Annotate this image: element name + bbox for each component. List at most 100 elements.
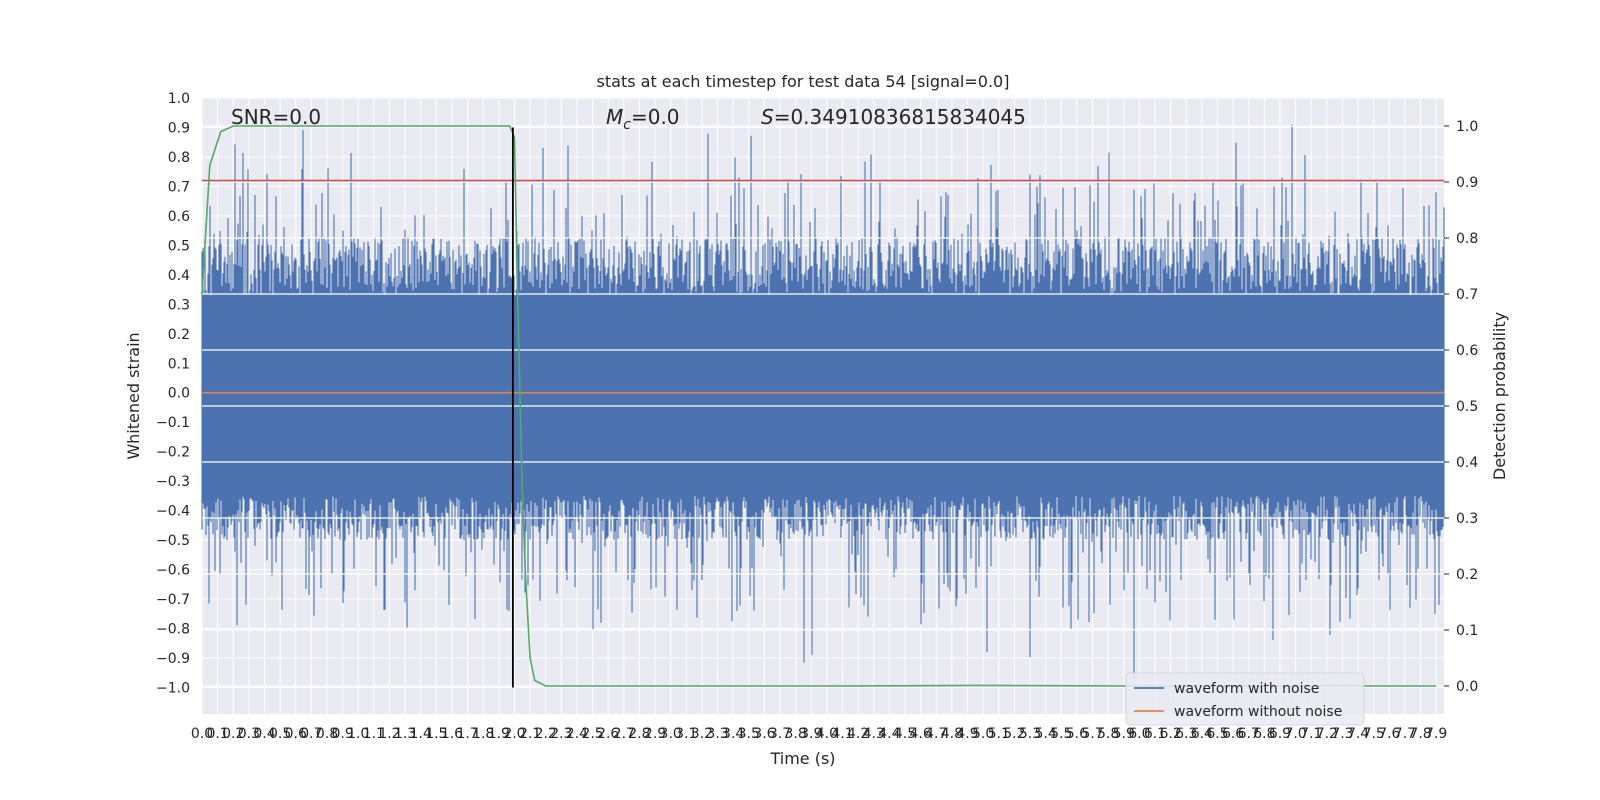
y-tick-label-left: −0.5 xyxy=(156,533,190,549)
x-tick-label: 4.9 xyxy=(956,726,978,742)
x-tick-label: 2.9 xyxy=(644,726,666,742)
x-tick-label: 0.7 xyxy=(300,726,322,742)
x-tick-label: 0.8 xyxy=(316,726,338,742)
x-tick-label: 6.0 xyxy=(1128,726,1150,742)
x-tick-label: 4.3 xyxy=(863,726,885,742)
y-axis-label-left: Whitened strain xyxy=(124,332,143,459)
y-tick-label-left: 0.6 xyxy=(168,209,190,225)
x-tick-label: 5.8 xyxy=(1097,726,1119,742)
y-tick-label-right: 0.3 xyxy=(1456,511,1478,527)
x-tick-label: 4.0 xyxy=(816,726,838,742)
y-tick-label-right: 1.0 xyxy=(1456,119,1478,135)
x-tick-label: 7.2 xyxy=(1316,726,1338,742)
x-tick-label: 2.1 xyxy=(519,726,541,742)
x-tick-label: 6.5 xyxy=(1206,726,1228,742)
x-tick-label: 1.7 xyxy=(456,726,478,742)
x-tick-label: 4.7 xyxy=(925,726,947,742)
y-tick-label-left: −0.9 xyxy=(156,651,190,667)
x-tick-label: 6.3 xyxy=(1175,726,1197,742)
y-axis-label-right: Detection probability xyxy=(1490,312,1509,480)
x-tick-label: 1.3 xyxy=(394,726,416,742)
y-tick-label-left: 0.0 xyxy=(168,386,190,402)
x-tick-label: 7.6 xyxy=(1378,726,1400,742)
y-tick-label-right: 0.0 xyxy=(1456,679,1478,695)
x-tick-label: 5.0 xyxy=(972,726,994,742)
x-tick-label: 1.8 xyxy=(472,726,494,742)
x-tick-label: 1.9 xyxy=(488,726,510,742)
y-tick-label-left: 0.2 xyxy=(168,327,190,343)
x-tick-label: 6.2 xyxy=(1159,726,1181,742)
x-tick-label: 4.2 xyxy=(847,726,869,742)
legend-label: waveform with noise xyxy=(1174,681,1319,697)
x-tick-label: 5.5 xyxy=(1050,726,1072,742)
y-tick-label-left: 0.7 xyxy=(168,179,190,195)
x-tick-label: 1.4 xyxy=(410,726,432,742)
x-tick-label: 4.1 xyxy=(831,726,853,742)
y-tick-label-right: 0.7 xyxy=(1456,287,1478,303)
y-tick-label-left: 0.1 xyxy=(168,356,190,372)
x-tick-label: 3.2 xyxy=(691,726,713,742)
x-axis-label: Time (s) xyxy=(769,749,835,768)
s-symbol: S xyxy=(761,105,774,129)
x-tick-label: 5.7 xyxy=(1081,726,1103,742)
y-tick-label-left: 1.0 xyxy=(168,91,190,107)
x-tick-label: 2.5 xyxy=(581,726,603,742)
x-tick-label: 3.8 xyxy=(785,726,807,742)
chirp-mass-value: =0.0 xyxy=(631,105,680,129)
x-tick-label: 4.8 xyxy=(941,726,963,742)
y-tick-label-right: 0.2 xyxy=(1456,567,1478,583)
x-tick-label: 0.2 xyxy=(222,726,244,742)
x-tick-label: 4.5 xyxy=(894,726,916,742)
x-tick-label: 7.8 xyxy=(1409,726,1431,742)
x-tick-label: 5.2 xyxy=(1003,726,1025,742)
legend-box xyxy=(1125,672,1365,726)
x-tick-label: 7.4 xyxy=(1347,726,1369,742)
y-tick-label-right: 0.5 xyxy=(1456,399,1478,415)
x-tick-label: 2.3 xyxy=(550,726,572,742)
y-tick-label-right: 0.8 xyxy=(1456,231,1478,247)
x-tick-label: 3.9 xyxy=(800,726,822,742)
y-tick-label-left: 0.8 xyxy=(168,150,190,166)
y-tick-label-left: −0.4 xyxy=(156,504,190,520)
x-tick-label: 2.4 xyxy=(566,726,588,742)
x-tick-label: 6.8 xyxy=(1253,726,1275,742)
noise-core-band xyxy=(202,295,1444,496)
y-tick-label-left: −0.7 xyxy=(156,592,190,608)
x-tick-label: 0.9 xyxy=(331,726,353,742)
s-annotation: S=0.34910836815834045 xyxy=(761,105,1026,129)
x-tick-label: 5.9 xyxy=(1113,726,1135,742)
x-tick-label: 3.4 xyxy=(722,726,744,742)
x-tick-label: 3.1 xyxy=(675,726,697,742)
x-tick-label: 3.3 xyxy=(706,726,728,742)
s-value: =0.34910836815834045 xyxy=(774,105,1026,129)
y-tick-label-left: −0.8 xyxy=(156,622,190,638)
x-tick-label: 1.2 xyxy=(378,726,400,742)
x-tick-label: 3.6 xyxy=(753,726,775,742)
x-tick-label: 0.0 xyxy=(191,726,213,742)
x-tick-label: 2.0 xyxy=(503,726,525,742)
x-tick-label: 6.9 xyxy=(1269,726,1291,742)
x-tick-label: 2.2 xyxy=(535,726,557,742)
snr-annotation: SNR=0.0 xyxy=(231,105,321,129)
x-tick-label: 4.6 xyxy=(910,726,932,742)
x-tick-label: 0.6 xyxy=(285,726,307,742)
x-tick-label: 6.6 xyxy=(1222,726,1244,742)
y-tick-label-left: 0.4 xyxy=(168,268,190,284)
x-tick-label: 0.3 xyxy=(238,726,260,742)
y-tick-label-right: 0.9 xyxy=(1456,175,1478,191)
x-tick-label: 1.5 xyxy=(425,726,447,742)
x-tick-label: 2.6 xyxy=(597,726,619,742)
y-tick-label-right: 0.1 xyxy=(1456,623,1478,639)
x-tick-label: 6.7 xyxy=(1238,726,1260,742)
x-tick-label: 6.1 xyxy=(1144,726,1166,742)
chart-title: stats at each timestep for test data 54 … xyxy=(597,72,1010,91)
x-tick-label: 7.1 xyxy=(1300,726,1322,742)
x-tick-label: 7.7 xyxy=(1394,726,1416,742)
y-tick-label-left: −0.2 xyxy=(156,445,190,461)
x-tick-label: 1.1 xyxy=(363,726,385,742)
y-tick-label-left: −0.3 xyxy=(156,474,190,490)
chirp-mass-annotation: Mc=0.0 xyxy=(606,105,680,133)
x-tick-label: 5.1 xyxy=(988,726,1010,742)
x-tick-label: 0.1 xyxy=(206,726,228,742)
